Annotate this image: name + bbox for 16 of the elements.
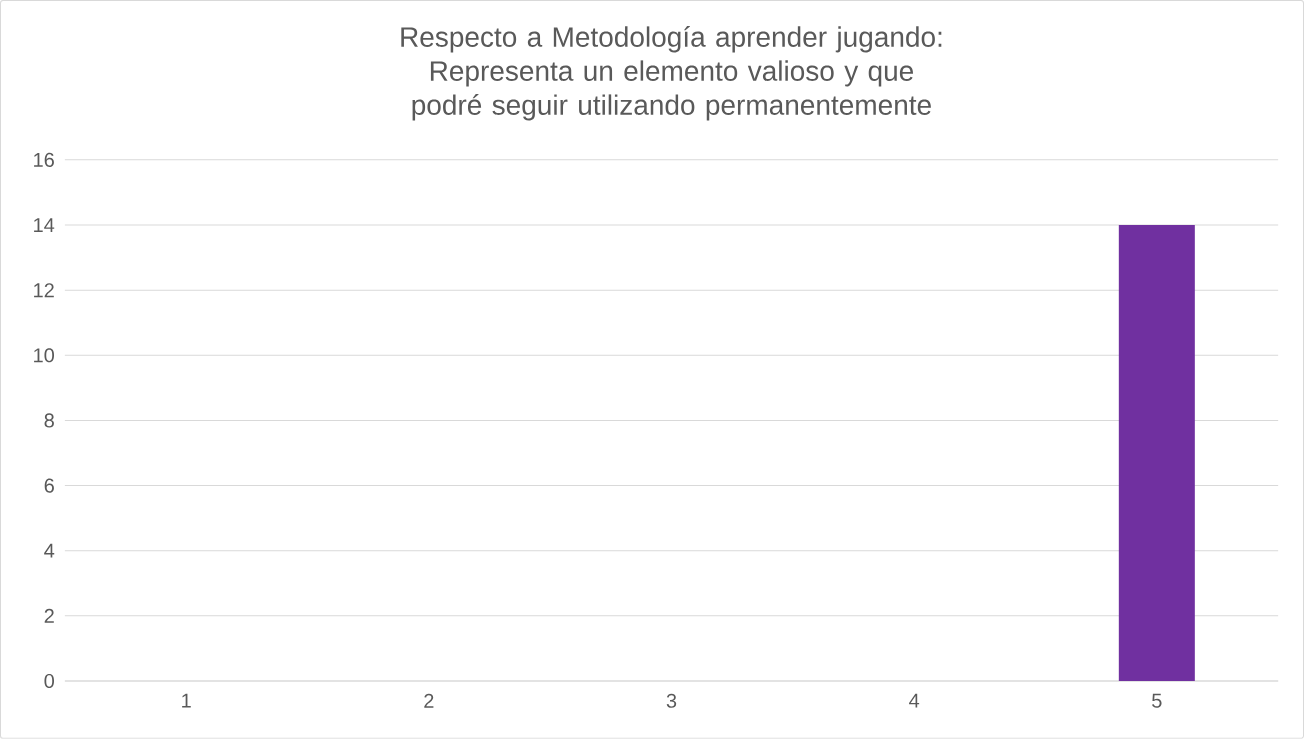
- x-tick-label: 5: [1152, 693, 1162, 708]
- x-tick-label: 1: [182, 693, 191, 708]
- y-tick-label: 6: [44, 478, 54, 493]
- x-tick-label: 3: [666, 693, 677, 708]
- chart-subtitle: Representa un elemento valioso y que podré seguir utilizando permanentemente: [412, 60, 931, 121]
- chart-title: Respecto a Metodología aprender jugando:: [401, 26, 942, 53]
- x-tick-label: 4: [909, 693, 920, 708]
- y-tick-label: 14: [34, 218, 55, 232]
- x-tick-label: 2: [424, 693, 434, 708]
- y-tick-label: 8: [44, 413, 54, 428]
- y-tick-label: 16: [34, 152, 54, 168]
- y-tick-label: 0: [44, 673, 55, 689]
- y-tick-label: 4: [44, 543, 55, 558]
- y-tick-label: 2: [44, 608, 54, 623]
- y-tick-label: 10: [34, 348, 55, 363]
- y-tick-label: 12: [34, 283, 54, 298]
